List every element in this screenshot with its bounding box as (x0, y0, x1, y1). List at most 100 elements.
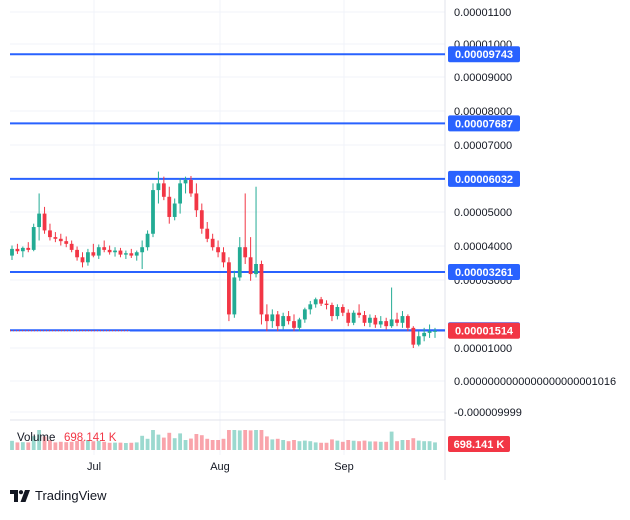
candle-body[interactable] (368, 317, 372, 323)
candle-body[interactable] (91, 252, 96, 256)
candle-body[interactable] (194, 193, 199, 211)
candle-body[interactable] (270, 314, 275, 322)
candle-body[interactable] (227, 262, 231, 315)
candle-body[interactable] (205, 228, 210, 239)
candle-body[interactable] (129, 253, 134, 256)
candle-body[interactable] (389, 319, 394, 327)
candle-body[interactable] (264, 314, 269, 322)
candle-body[interactable] (340, 307, 345, 313)
volume-bar (48, 440, 52, 450)
candle-body[interactable] (10, 248, 14, 256)
candle-body[interactable] (275, 314, 280, 327)
candle-body[interactable] (53, 237, 58, 239)
candle-body[interactable] (80, 257, 85, 263)
candle-body[interactable] (378, 321, 383, 325)
volume-bars (10, 430, 437, 450)
candle-body[interactable] (48, 230, 52, 238)
candle-body[interactable] (210, 238, 215, 248)
candle-body[interactable] (216, 247, 220, 253)
candle-body[interactable] (113, 250, 117, 253)
candle-body[interactable] (308, 304, 313, 310)
candle-body[interactable] (351, 312, 356, 323)
candle-body[interactable] (243, 247, 248, 258)
candle-body[interactable] (292, 321, 296, 328)
volume-bar (422, 441, 427, 450)
candle-body[interactable] (324, 303, 329, 305)
candle-body[interactable] (313, 299, 318, 305)
y-tick-label: 0.00007000 (454, 140, 512, 152)
candle-body[interactable] (15, 248, 20, 252)
candle-body[interactable] (357, 312, 361, 316)
branding[interactable]: TradingView (10, 488, 107, 503)
candle-body[interactable] (254, 264, 258, 275)
candle-body[interactable] (31, 227, 36, 250)
candle-body[interactable] (178, 183, 183, 204)
candle-body[interactable] (237, 247, 242, 278)
volume-bar (237, 430, 242, 450)
candle-body[interactable] (102, 247, 107, 250)
volume-bar (183, 440, 188, 450)
volume-bar (264, 436, 269, 450)
volume-bar (433, 442, 437, 450)
volume-bar (134, 442, 139, 450)
x-axis[interactable]: Jul Aug Sep (87, 461, 354, 473)
candle-body[interactable] (64, 241, 69, 244)
candle-body[interactable] (183, 180, 188, 184)
candle-body[interactable] (297, 319, 302, 328)
candle-body[interactable] (248, 257, 253, 275)
candle-body[interactable] (281, 316, 286, 327)
candle-body[interactable] (319, 299, 324, 304)
candle-body[interactable] (145, 233, 150, 248)
candle-body[interactable] (302, 309, 307, 320)
candle-body[interactable] (427, 331, 432, 333)
candle-body[interactable] (37, 213, 42, 228)
candle-body[interactable] (395, 319, 399, 323)
candle-body[interactable] (286, 316, 291, 322)
candle-body[interactable] (20, 247, 25, 252)
candle-body[interactable] (330, 304, 334, 317)
volume-bar (75, 440, 79, 450)
candle-body[interactable] (161, 183, 166, 197)
candle-body[interactable] (134, 252, 139, 256)
candle-body[interactable] (167, 196, 172, 217)
volume-bar (64, 442, 69, 450)
candle-body[interactable] (259, 264, 264, 315)
candle-body[interactable] (373, 317, 378, 325)
y-tick-label: 0.00005000 (454, 207, 512, 219)
candle-body[interactable] (362, 315, 367, 323)
y-axis[interactable]: 0.00001100 0.00001000 0.00009000 0.00008000… (454, 7, 616, 419)
candle-body[interactable] (232, 277, 237, 315)
candle-body[interactable] (42, 213, 47, 231)
candle-body[interactable] (26, 247, 31, 250)
candle-body[interactable] (199, 210, 204, 229)
candle-body[interactable] (422, 332, 427, 337)
candle-body[interactable] (96, 247, 101, 256)
candle-body[interactable] (151, 190, 155, 234)
candle-body[interactable] (118, 250, 123, 255)
candle-body[interactable] (384, 321, 389, 327)
candle-body[interactable] (416, 336, 421, 345)
candle-body[interactable] (335, 307, 340, 317)
candle-body[interactable] (140, 247, 145, 253)
volume-bar (427, 441, 432, 450)
candle-body[interactable] (400, 316, 405, 323)
candle-body[interactable] (86, 252, 90, 263)
candle-body[interactable] (433, 330, 437, 332)
candle-body[interactable] (69, 243, 74, 250)
volume-bar (281, 440, 286, 450)
candle-body[interactable] (346, 312, 351, 323)
candles[interactable] (10, 171, 437, 348)
candle-body[interactable] (75, 249, 79, 258)
candle-body[interactable] (156, 183, 161, 191)
candle-body[interactable] (58, 238, 63, 242)
volume-bar (151, 430, 155, 450)
candle-body[interactable] (189, 180, 193, 194)
candle-body[interactable] (172, 203, 177, 217)
candle-body[interactable] (221, 252, 226, 263)
candle-body[interactable] (411, 327, 416, 345)
candle-body[interactable] (405, 316, 410, 328)
candle-body[interactable] (123, 253, 128, 255)
candle-body[interactable] (107, 249, 112, 253)
